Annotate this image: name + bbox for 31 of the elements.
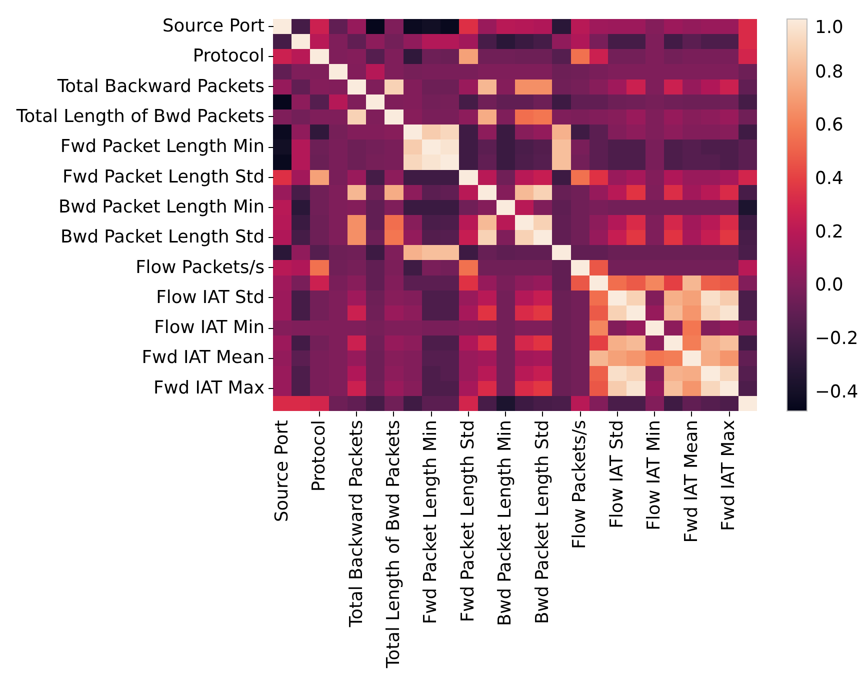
- x-tick-label: Protocol: [308, 420, 330, 492]
- x-tick-label: Flow Packets/s: [569, 420, 590, 549]
- y-tick-label: Bwd Packet Length Std: [60, 226, 264, 248]
- x-tick-label: Fwd IAT Mean: [680, 420, 702, 543]
- y-tick-label: Total Backward Packets: [56, 76, 264, 97]
- y-tick-label: Protocol: [192, 46, 264, 67]
- color-bar-label: 0.0: [815, 274, 844, 296]
- x-tick-label: Fwd IAT Max: [718, 420, 740, 532]
- y-tick-label: Flow IAT Min: [154, 317, 264, 338]
- color-bar-label: −0.2: [815, 328, 858, 349]
- y-tick-label: Bwd Packet Length Min: [58, 196, 264, 218]
- color-bar-label: 0.2: [815, 221, 844, 242]
- x-tick-label: Bwd Packet Length Min: [494, 420, 516, 626]
- y-tick-label: Fwd Packet Length Std: [62, 166, 264, 188]
- y-tick-label: Flow Packets/s: [136, 256, 264, 278]
- color-bar-label: −0.4: [815, 381, 858, 402]
- color-bar-label: 0.6: [815, 114, 844, 136]
- color-bar-label: 0.8: [815, 61, 844, 82]
- y-tick-label: Source Port: [162, 16, 265, 37]
- y-tick-label: Flow IAT Std: [156, 286, 264, 308]
- x-tick-label: Flow IAT Std: [606, 420, 628, 528]
- color-bar-label: 0.4: [815, 168, 844, 189]
- color-bar-label: 1.0: [815, 17, 844, 38]
- y-tick-label: Total Length of Bwd Packets: [15, 106, 264, 127]
- y-tick-label: Fwd Packet Length Min: [60, 136, 264, 158]
- x-tick-label: Flow IAT Min: [644, 420, 665, 530]
- x-tick-label: Fwd Packet Length Min: [420, 420, 442, 624]
- y-tick-label: Fwd IAT Max: [153, 377, 264, 398]
- y-tick-label: Fwd IAT Mean: [142, 347, 264, 368]
- x-tick-label: Fwd Packet Length Std: [457, 420, 478, 622]
- x-tick-label: Bwd Packet Length Std: [532, 420, 553, 624]
